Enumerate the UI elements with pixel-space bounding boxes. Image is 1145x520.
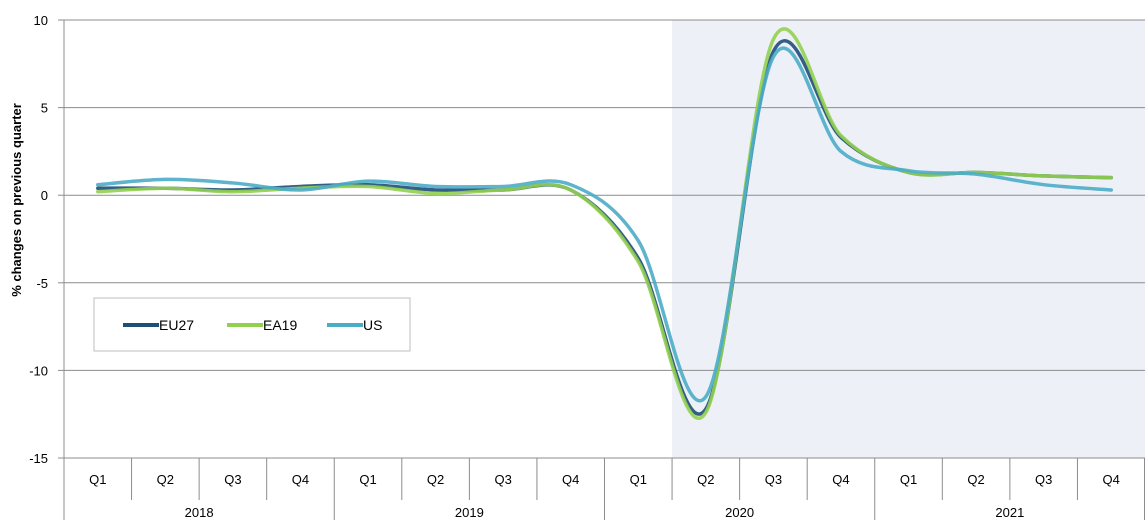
x-axis: Q1 Q2 Q3 Q4 Q1 Q2 Q3 Q4 Q1 Q2 Q3 Q4 Q1 Q2 Q3 Q4 2018 2019… [89, 458, 1145, 520]
x-year-label: 2021 [995, 505, 1024, 520]
y-tick-label: -15 [29, 451, 48, 466]
x-tick-label: Q4 [1103, 472, 1120, 487]
x-tick-label: Q4 [832, 472, 849, 487]
y-tick-label: 0 [41, 188, 48, 203]
x-tick-label: Q3 [1035, 472, 1052, 487]
series-line-us [96, 46, 1113, 403]
y-tick-label: 5 [41, 101, 48, 116]
x-year-label: 2019 [455, 505, 484, 520]
x-year-label: 2020 [725, 505, 754, 520]
y-axis-label: % changes on previous quarter [9, 103, 24, 297]
x-tick-label: Q1 [900, 472, 917, 487]
x-tick-label: Q3 [765, 472, 782, 487]
x-tick-label: Q3 [224, 472, 241, 487]
x-tick-label: Q2 [157, 472, 174, 487]
x-tick-label: Q4 [292, 472, 309, 487]
x-tick-label: Q2 [427, 472, 444, 487]
x-tick-label: Q2 [697, 472, 714, 487]
legend-label-ea19: EA19 [263, 317, 297, 333]
y-axis: 10 5 0 -5 -10 -15 [29, 13, 65, 520]
x-tick-label: Q2 [967, 472, 984, 487]
legend-label-eu27: EU27 [159, 317, 194, 333]
x-tick-label: Q1 [630, 472, 647, 487]
legend: EU27 EA19 US [93, 297, 411, 352]
series-lines [96, 27, 1113, 420]
x-year-label: 2018 [185, 505, 214, 520]
y-tick-label: -10 [29, 363, 48, 378]
legend-label-us: US [363, 317, 382, 333]
y-tick-label: 10 [34, 13, 48, 28]
x-tick-label: Q4 [562, 472, 579, 487]
x-tick-label: Q1 [89, 472, 106, 487]
x-tick-label: Q3 [494, 472, 511, 487]
y-tick-label: -5 [36, 276, 48, 291]
x-tick-label: Q1 [359, 472, 376, 487]
shaded-region [672, 20, 1145, 458]
